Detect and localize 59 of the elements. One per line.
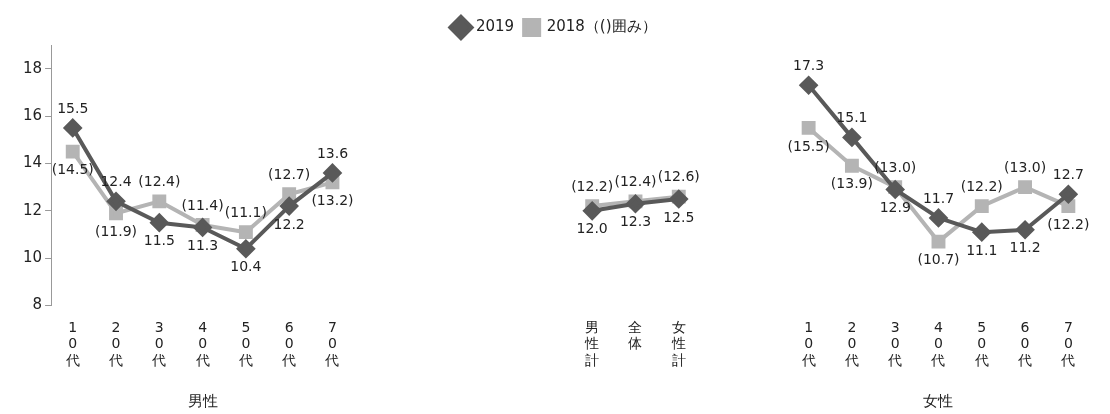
y-tick-label: 14	[22, 153, 43, 172]
data-label: 11.7	[922, 189, 955, 206]
data-label: 12.0	[576, 220, 608, 237]
data-label: 12.5	[663, 208, 695, 225]
data-label: (12.2)	[571, 177, 614, 194]
legend-label: 2018（()囲み）	[546, 17, 657, 36]
data-label: (11.1)	[224, 203, 267, 220]
x-tick-label: 70代	[324, 318, 340, 369]
data-label: 12.3	[619, 213, 652, 230]
data-label: (11.4)	[181, 196, 224, 213]
x-tick-label: 女性計	[670, 318, 686, 369]
x-tick-label: 30代	[151, 318, 167, 369]
x-tick-label: 70代	[1060, 318, 1076, 369]
data-label: 12.2	[273, 215, 305, 232]
x-tick-label: 30代	[887, 318, 903, 369]
data-label: (12.2)	[960, 177, 1003, 194]
x-tick-label: 50代	[973, 318, 989, 369]
data-label: 11.5	[143, 232, 175, 249]
x-tick-label: 男性計	[584, 318, 600, 369]
data-label: 15.5	[57, 99, 89, 116]
data-label: 12.7	[1052, 165, 1084, 182]
data-label: (13.9)	[830, 175, 873, 192]
data-label: (13.0)	[1004, 158, 1047, 175]
data-label: (14.5)	[51, 161, 94, 178]
x-tick-label: 40代	[930, 318, 946, 369]
y-tick-label: 12	[22, 200, 43, 219]
x-tick-label: 全体	[628, 318, 643, 352]
x-tick-label: 50代	[237, 318, 253, 369]
y-tick-label: 18	[22, 58, 43, 77]
data-label: (12.7)	[268, 165, 311, 182]
data-label: 11.2	[1009, 239, 1041, 256]
data-label: 15.1	[836, 109, 868, 126]
data-label: (11.9)	[94, 222, 138, 239]
x-tick-label: 10代	[800, 318, 816, 369]
data-label: (12.2)	[1047, 215, 1090, 232]
x-tick-label: 60代	[281, 318, 297, 369]
data-label: 10.4	[230, 258, 262, 275]
y-tick-label: 10	[22, 248, 43, 267]
x-tick-label: 20代	[108, 318, 124, 369]
data-label: 12.9	[879, 199, 911, 216]
y-tick-label: 16	[22, 105, 43, 124]
x-tick-label: 10代	[64, 318, 80, 369]
text: 男性	[187, 392, 218, 411]
x-tick-label: 20代	[843, 318, 859, 369]
data-label: (10.7)	[917, 251, 960, 268]
legend-label: 2019	[475, 17, 515, 36]
data-label: (15.5)	[787, 137, 830, 154]
data-label: 11.3	[187, 237, 219, 254]
data-label: (12.4)	[614, 173, 657, 189]
data-label: (12.4)	[138, 173, 181, 189]
data-label: (12.6)	[657, 168, 700, 185]
x-tick-label: 40代	[194, 318, 210, 369]
x-tick-label: 60代	[1017, 318, 1033, 369]
data-label: 13.6	[316, 144, 349, 161]
text: 女性	[923, 392, 954, 411]
data-label: (13.2)	[311, 192, 354, 209]
data-label: 17.3	[793, 56, 825, 73]
data-label: 11.1	[966, 241, 998, 258]
y-tick-label: 8	[32, 295, 43, 314]
